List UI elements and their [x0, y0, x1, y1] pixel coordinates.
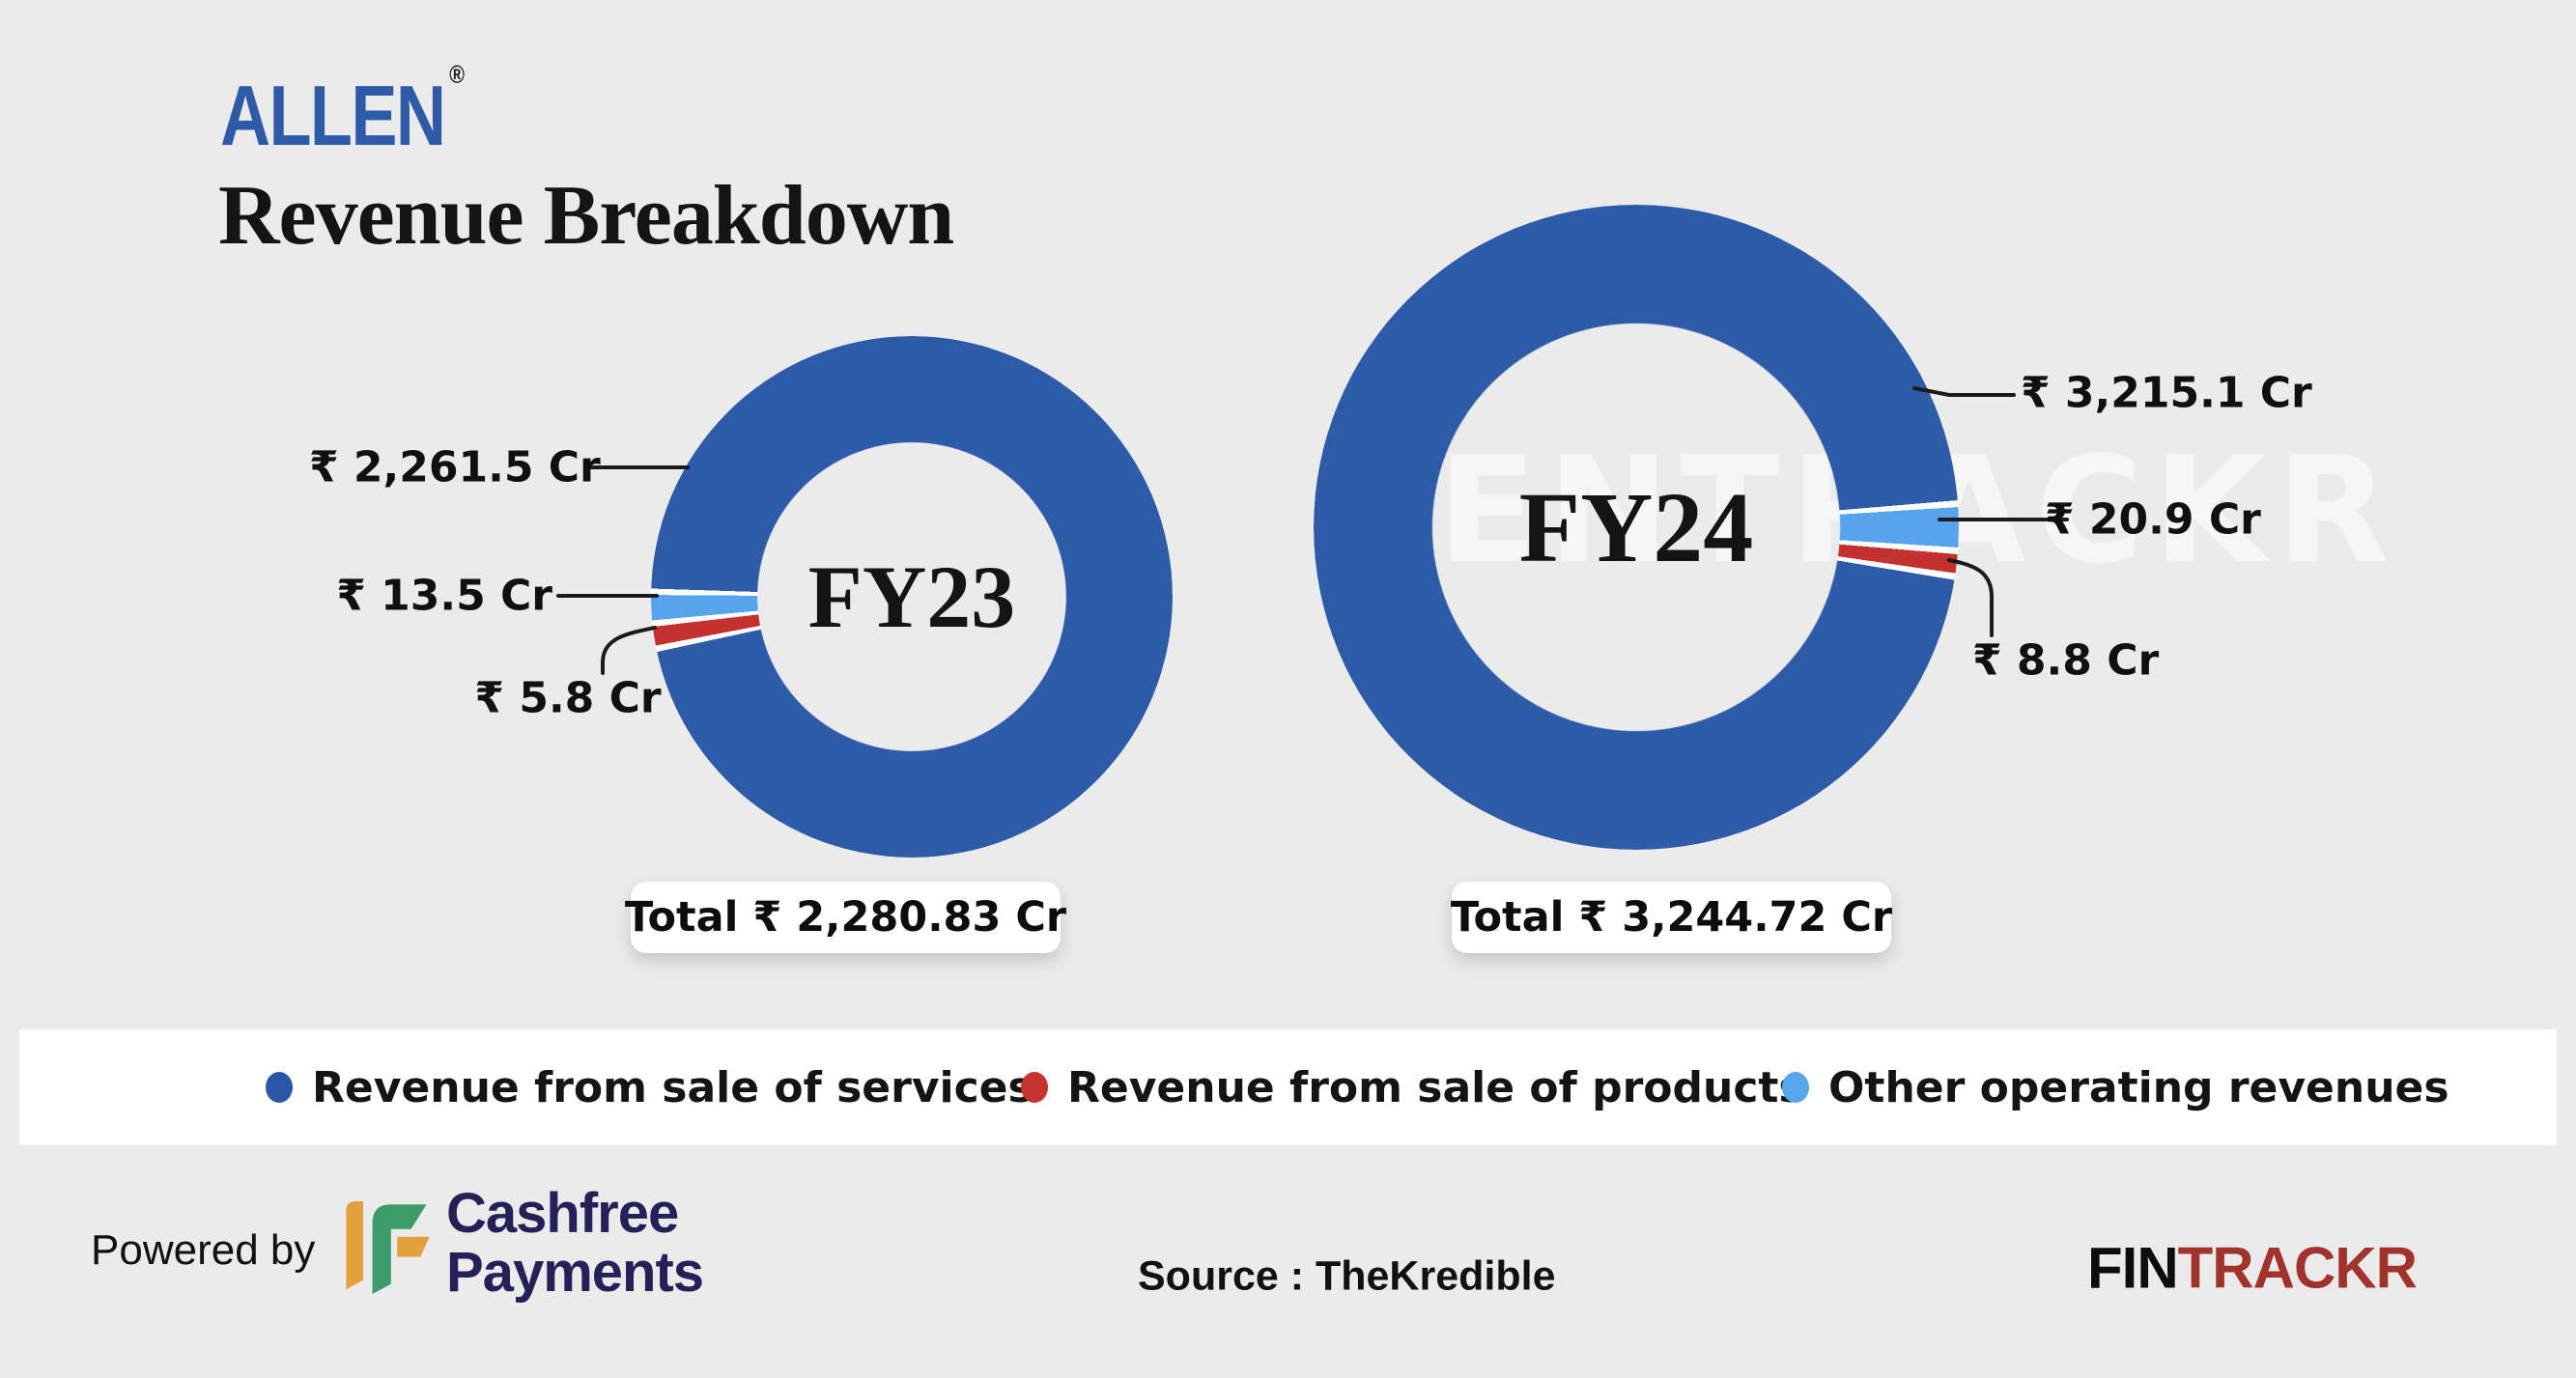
cashfree-wordmark-line1: Cashfree [446, 1182, 679, 1245]
donut-chart-fy24 [1314, 205, 1959, 850]
legend-dot-other [1782, 1072, 1809, 1103]
leader-line-fy23-products [601, 626, 657, 675]
fintrackr-fin: FIN [2087, 1235, 2179, 1301]
value-label-fy23-products: ₹ 5.8 Cr [474, 673, 662, 723]
legend-item-services: Revenue from sale of services [266, 1029, 1033, 1145]
allen-logo: ALLEN ® [220, 62, 465, 158]
cashfree-wordmark-line2: Payments [446, 1241, 704, 1305]
cashfree-icon-green-stroke [372, 1204, 427, 1294]
value-label-fy24-other: ₹ 20.9 Cr [2045, 494, 2261, 545]
fintrackr-logo: FINTRACKR [2087, 1235, 2418, 1302]
value-label-fy23-other: ₹ 13.5 Cr [336, 571, 552, 621]
value-label-fy24-services: ₹ 3,215.1 Cr [2021, 368, 2312, 418]
powered-by-label: Powered by [91, 1226, 316, 1274]
source-label: Source : TheKredible [1138, 1252, 1556, 1300]
cashfree-wordmark: Cashfree Payments [446, 1182, 704, 1305]
cashfree-logo: Cashfree Payments [340, 1182, 704, 1319]
allen-logo-text: ALLEN [220, 68, 446, 163]
total-pill-fy23: Total ₹ 2,280.83 Cr [625, 882, 1066, 953]
legend-item-products: Revenue from sale of products [1021, 1029, 1804, 1145]
value-label-fy23-services: ₹ 2,261.5 Cr [309, 442, 601, 492]
legend-dot-products [1021, 1072, 1048, 1103]
fintrackr-trackr: TRACKR [2177, 1235, 2418, 1301]
total-pill-fy24: Total ₹ 3,244.72 Cr [1451, 882, 1892, 953]
donut-chart-fy23 [651, 336, 1173, 858]
legend-band: Revenue from sale of services Revenue fr… [19, 1029, 2557, 1145]
cashfree-icon [346, 1201, 430, 1294]
legend-item-other: Other operating revenues [1782, 1029, 2449, 1145]
value-label-fy24-products: ₹ 8.8 Cr [1972, 635, 2160, 686]
legend-label-services: Revenue from sale of services [312, 1062, 1033, 1112]
registered-mark: ® [449, 59, 465, 89]
legend-label-other: Other operating revenues [1828, 1062, 2449, 1112]
page-title: Revenue Breakdown [218, 169, 954, 263]
legend-dot-services [266, 1072, 293, 1103]
legend-label-products: Revenue from sale of products [1067, 1062, 1804, 1112]
cashfree-icon-left-bar [346, 1201, 363, 1290]
cashfree-icon-orange-arm [397, 1236, 430, 1257]
